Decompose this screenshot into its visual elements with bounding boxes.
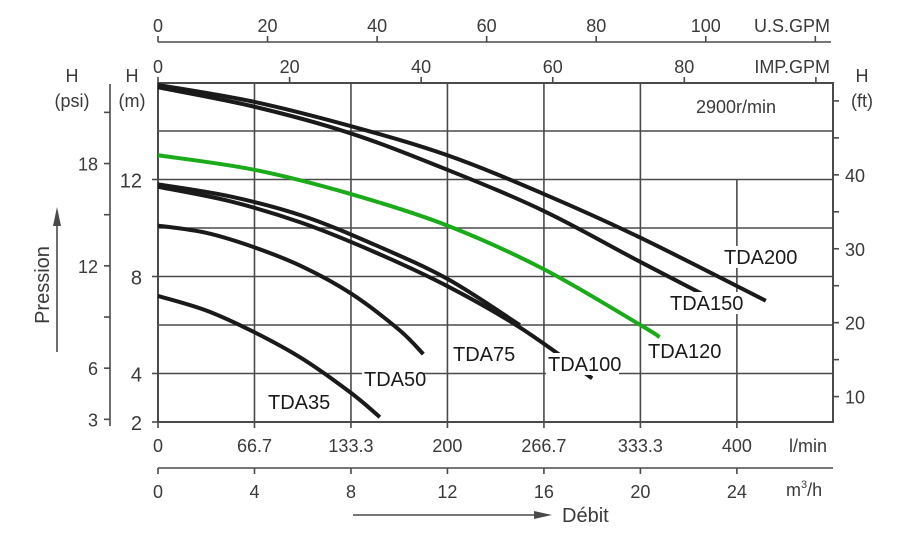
x-tick-impgpm: 40	[411, 57, 431, 77]
x-tick-lmin: 66.7	[237, 436, 272, 456]
x-tick-lmin: 0	[153, 436, 163, 456]
x-tick-usgpm: 60	[477, 16, 497, 36]
curve-tda200	[157, 82, 767, 303]
y-unit-m: (m)	[119, 91, 146, 111]
pump-curves: TDA35 TDA50 TDA75 TDA100 TDA120 TDA150 TDA200	[157, 82, 797, 419]
x-tick-usgpm: 0	[153, 16, 163, 36]
y-tick-ft: 40	[845, 166, 865, 186]
x-tick-m3h: 12	[437, 482, 457, 502]
y-tick-psi: 3	[88, 410, 98, 430]
x-tick-lmin: 133.3	[328, 436, 373, 456]
curve-label-tda200: TDA200	[724, 247, 797, 269]
y-unit-psi: H	[66, 66, 79, 86]
y-tick-psi: 18	[78, 155, 98, 175]
curve-label-tda50: TDA50	[364, 369, 426, 391]
speed-annotation: 2900r/min	[696, 97, 776, 117]
x-unit-m3h: m3/h	[786, 479, 822, 500]
y-tick-m: 4	[131, 365, 142, 387]
x-tick-m3h: 24	[727, 482, 747, 502]
plot-frame	[157, 82, 834, 423]
x-unit-lmin: l/min	[789, 436, 827, 456]
x-tick-impgpm: 80	[674, 57, 694, 77]
curve-tda50	[157, 223, 425, 356]
x-unit-usgpm: U.S.GPM	[754, 16, 830, 36]
curve-label-tda35: TDA35	[268, 392, 330, 414]
x-tick-m3h: 0	[153, 482, 163, 502]
y-tick-m: 8	[131, 268, 142, 290]
curve-tda120	[157, 153, 661, 339]
x-unit-impgpm: IMP.GPM	[754, 57, 830, 77]
y-axis-title: Pression	[32, 246, 54, 324]
x-tick-impgpm: 0	[153, 57, 163, 77]
arrow-up-icon	[53, 207, 61, 226]
x-tick-impgpm: 60	[543, 57, 563, 77]
x-axis-title: Débit	[562, 505, 609, 527]
curve-tda35	[157, 293, 382, 419]
y-unit-psi: (psi)	[55, 91, 90, 111]
curve-label-tda100: TDA100	[548, 354, 621, 376]
axes	[53, 36, 839, 519]
curve-label-tda120: TDA120	[648, 341, 721, 363]
curve-label-tda150: TDA150	[670, 293, 743, 315]
x-tick-lmin: 333.3	[618, 436, 663, 456]
x-tick-usgpm: 80	[586, 16, 606, 36]
x-tick-lmin: 200	[432, 436, 462, 456]
curve-tda150	[157, 85, 726, 308]
x-tick-m3h: 16	[534, 482, 554, 502]
curve-label-tda75: TDA75	[453, 344, 515, 366]
y-tick-ft: 10	[845, 388, 865, 408]
y-unit-ft: H	[856, 66, 869, 86]
y-tick-m: 2	[131, 413, 142, 435]
x-tick-m3h: 4	[249, 482, 259, 502]
curve-tda75	[157, 182, 521, 327]
x-tick-usgpm: 40	[367, 16, 387, 36]
y-tick-psi: 12	[78, 257, 98, 277]
x-tick-usgpm: 20	[258, 16, 278, 36]
x-tick-m3h: 20	[630, 482, 650, 502]
y-unit-m: H	[126, 66, 139, 86]
y-unit-ft: (ft)	[851, 91, 873, 111]
curve-tda100	[157, 184, 594, 380]
y-tick-ft: 30	[845, 240, 865, 260]
x-tick-usgpm: 100	[691, 16, 721, 36]
x-tick-lmin: 266.7	[521, 436, 566, 456]
y-tick-m: 12	[120, 171, 142, 193]
y-tick-psi: 6	[88, 359, 98, 379]
y-tick-ft: 20	[845, 314, 865, 334]
x-tick-lmin: 400	[722, 436, 752, 456]
x-tick-m3h: 8	[346, 482, 356, 502]
x-tick-impgpm: 20	[280, 57, 300, 77]
arrow-right-icon	[534, 511, 552, 519]
